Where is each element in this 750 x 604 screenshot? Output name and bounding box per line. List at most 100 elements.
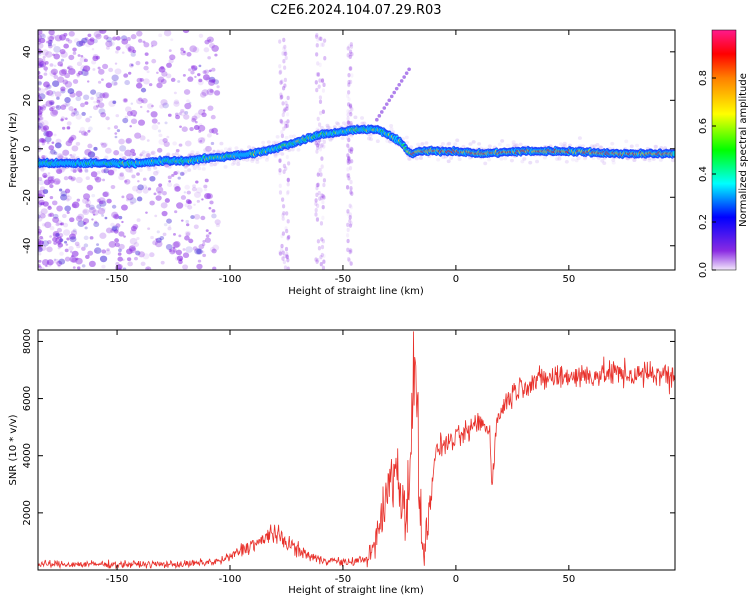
spectrogram-noise-cell xyxy=(127,261,133,267)
spectrogram-noise-cell xyxy=(208,206,212,210)
spectrogram-halo-cell xyxy=(555,157,560,161)
spectrogram-noise-cell xyxy=(64,97,71,103)
spectrogram-noise-cell xyxy=(182,248,186,251)
spectrogram-noise-cell xyxy=(198,108,205,116)
spectrogram-noise-cell xyxy=(121,204,128,211)
spectrogram-noise-cell xyxy=(321,239,326,244)
spectrogram-noise-cell xyxy=(40,208,48,215)
spectrogram-halo-cell xyxy=(273,152,278,157)
spectrogram-noise-cell xyxy=(346,112,350,117)
spectrogram-noise-cell xyxy=(56,205,63,212)
spectrogram-noise-cell xyxy=(117,256,123,262)
spectrogram-noise-cell xyxy=(319,221,324,226)
spectrogram-noise-cell xyxy=(136,187,143,194)
spectrogram-noise-cell xyxy=(41,142,45,146)
spectrogram-noise-cell xyxy=(278,158,282,164)
spectrogram-noise-cell xyxy=(101,249,107,254)
spectrogram-noise-cell xyxy=(93,221,100,227)
spectrogram-noise-cell xyxy=(282,59,286,64)
spectrogram-noise-cell xyxy=(40,32,45,37)
spectrogram-noise-cell xyxy=(278,183,282,189)
spectrogram-noise-cell xyxy=(119,145,127,152)
spectrogram-noise-cell xyxy=(186,99,190,103)
spectrogram-noise-cell xyxy=(182,30,190,34)
spectrogram-halo-cell xyxy=(104,155,109,160)
spectrogram-noise-cell xyxy=(350,73,354,78)
spectrogram-noise-cell xyxy=(175,256,181,261)
spectrogram-noise-cell xyxy=(38,201,42,208)
spectrogram-noise-cell xyxy=(38,105,42,112)
spectrogram-noise-cell xyxy=(188,238,194,244)
spectrogram-noise-cell xyxy=(202,70,207,74)
spectrogram-halo-cell xyxy=(290,147,295,152)
spectrogram-halo-cell xyxy=(468,142,473,146)
spectrogram-noise-cell xyxy=(319,36,323,42)
spectrogram-noise-cell xyxy=(284,124,288,129)
spectrogram-noise-cell xyxy=(347,79,351,85)
spectrogram-noise-cell xyxy=(45,100,53,107)
spectrogram-noise-cell xyxy=(157,122,161,125)
spectrogram-halo-cell xyxy=(190,150,195,154)
spectrogram-noise-cell xyxy=(50,149,56,155)
spectrogram-noise-cell xyxy=(320,156,324,161)
spectrogram-noise-cell xyxy=(185,219,190,224)
spectrogram-noise-cell xyxy=(195,187,203,194)
spectrogram-noise-cell xyxy=(66,194,70,197)
spectrogram-noise-cell xyxy=(168,58,174,64)
spectrogram-noise-cell xyxy=(125,43,132,50)
spectrogram-noise-cell xyxy=(53,178,61,185)
spectrogram-noise-cell xyxy=(287,234,291,240)
spectrogram-noise-cell xyxy=(318,62,322,68)
spectrogram-noise-cell xyxy=(114,68,122,75)
spectrogram-noise-cell xyxy=(139,153,143,157)
spectrogram-halo-cell xyxy=(440,142,445,146)
spectrogram-noise-cell xyxy=(321,193,325,199)
spectrogram-noise-cell xyxy=(96,99,101,104)
spectrogram-noise-cell xyxy=(57,76,65,83)
spectrogram-halo-cell xyxy=(129,151,134,156)
y-tick-label: 40 xyxy=(22,45,33,58)
spectrogram-noise-cell xyxy=(151,58,157,64)
spectrogram-noise-cell xyxy=(38,143,41,147)
spectrogram-noise-cell xyxy=(279,69,283,75)
spectrogram-noise-cell xyxy=(121,38,129,45)
spectrogram-noise-cell xyxy=(182,252,190,259)
spectrogram-noise-cell xyxy=(278,190,283,195)
spectrogram-noise-cell xyxy=(136,98,143,105)
spectrogram-noise-cell xyxy=(47,205,51,209)
spectrogram-noise-cell xyxy=(201,112,207,118)
spectrogram-halo-cell xyxy=(520,159,525,164)
spectrogram-noise-cell xyxy=(124,115,129,119)
spectrogram-noise-cell xyxy=(66,211,70,214)
spectrogram-noise-cell xyxy=(279,119,284,124)
y-tick-label: -40 xyxy=(22,238,33,254)
spectrogram-halo-cell xyxy=(535,159,540,164)
spectrogram-noise-cell xyxy=(158,138,166,145)
spectrogram-noise-cell xyxy=(66,121,72,126)
spectrogram-noise-cell xyxy=(53,258,57,261)
spectrogram-noise-cell xyxy=(316,171,321,176)
spectrogram-halo-cell xyxy=(201,162,206,167)
spectrogram-noise-cell xyxy=(41,139,47,144)
spectrogram-noise-cell xyxy=(97,207,106,215)
spectrogram-noise-cell xyxy=(157,190,162,195)
spectrogram-noise-cell xyxy=(46,84,52,90)
spectrogram-noise-cell xyxy=(42,172,48,178)
spectrogram-noise-cell xyxy=(39,211,43,215)
spectrogram-noise-cell xyxy=(180,219,184,222)
colorbar: 0.0 0.2 0.4 0.6 0.8 Normalized spectral ampl… xyxy=(698,29,749,278)
spectrogram-noise-cell xyxy=(96,204,102,209)
spectrogram-noise-cell xyxy=(101,169,106,174)
spectrogram-noise-cell xyxy=(314,34,319,39)
spectrogram-noise-cell xyxy=(67,138,74,144)
spectrogram-halo-cell xyxy=(265,155,270,160)
spectrogram-noise-cell xyxy=(130,102,134,105)
spectrogram-noise-cell xyxy=(83,71,90,77)
spectrogram-noise-cell xyxy=(349,205,353,210)
spectrogram-noise-cell xyxy=(173,171,178,176)
spectrogram-x-axis-label: Height of straight line (km) xyxy=(288,286,424,297)
spectrogram-noise-cell xyxy=(349,187,353,193)
spectrogram-halo-cell xyxy=(197,166,202,171)
spectrogram-noise-cell xyxy=(179,110,186,117)
spectrogram-noise-cell xyxy=(204,69,210,75)
